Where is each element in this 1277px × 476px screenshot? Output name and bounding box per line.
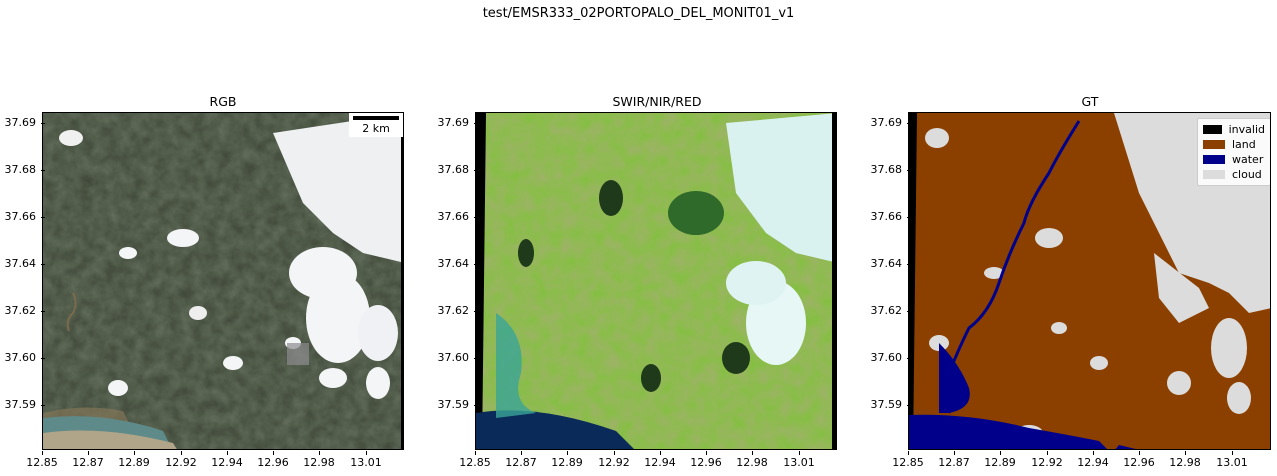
y-tick-label: 37.68 — [425, 163, 478, 176]
swir-satellite-image — [476, 113, 836, 449]
y-tick-label: 37.59 — [425, 398, 478, 411]
y-tick-label: 37.68 — [858, 163, 911, 176]
y-tick-label: 37.66 — [425, 210, 478, 223]
scale-bar-label: 2 km — [362, 122, 390, 135]
x-tick-label: 12.96 — [253, 451, 293, 469]
x-tick-label: 12.96 — [686, 451, 726, 469]
gt-mask-image — [909, 113, 1270, 449]
x-tick-label: 12.89 — [114, 451, 154, 469]
panel-title-swir: SWIR/NIR/RED — [612, 94, 702, 109]
panel-title-rgb: RGB — [209, 94, 237, 109]
x-tick-label: 12.87 — [934, 451, 974, 469]
x-tick-label: 12.92 — [1027, 451, 1067, 469]
legend-swatch-cloud — [1203, 170, 1225, 179]
scale-bar: 2 km — [349, 113, 403, 137]
y-tick-label: 37.69 — [858, 116, 911, 129]
y-tick-label: 37.69 — [425, 116, 478, 129]
y-tick-label: 37.64 — [858, 257, 911, 270]
x-tick-label: 12.94 — [640, 451, 680, 469]
x-tick-label: 12.94 — [207, 451, 247, 469]
y-tick-label: 37.62 — [0, 304, 45, 317]
x-tick-label: 12.94 — [1073, 451, 1113, 469]
x-tick-label: 12.92 — [161, 451, 201, 469]
x-tick-label: 12.89 — [980, 451, 1020, 469]
y-tick-label: 37.60 — [858, 351, 911, 364]
legend-swatch-land — [1203, 140, 1225, 149]
legend-item: cloud — [1203, 167, 1265, 182]
legend-label: invalid — [1228, 123, 1265, 136]
x-tick-label: 12.87 — [68, 451, 108, 469]
y-tick-label: 37.60 — [0, 351, 45, 364]
legend-swatch-invalid — [1203, 125, 1222, 134]
y-tick-label: 37.60 — [425, 351, 478, 364]
x-tick-label: 12.98 — [1165, 451, 1205, 469]
x-tick-label: 13.01 — [346, 451, 386, 469]
x-tick-label: 12.92 — [594, 451, 634, 469]
y-tick-label: 37.68 — [0, 163, 45, 176]
y-tick-label: 37.62 — [858, 304, 911, 317]
y-tick-label: 37.66 — [858, 210, 911, 223]
legend-label: land — [1232, 138, 1256, 151]
x-tick-label: 12.87 — [501, 451, 541, 469]
gt-mask-axes: invalid land water cloud — [908, 112, 1271, 450]
legend-label: cloud — [1232, 168, 1262, 181]
legend-item: water — [1203, 152, 1265, 167]
y-tick-label: 37.59 — [0, 398, 45, 411]
x-tick-label: 13.01 — [779, 451, 819, 469]
x-tick-label: 12.89 — [547, 451, 587, 469]
panel-title-gt: GT — [1081, 94, 1099, 109]
legend-item: land — [1203, 137, 1265, 152]
x-tick-label: 12.98 — [732, 451, 772, 469]
x-tick-label: 12.85 — [455, 451, 495, 469]
x-tick-label: 12.85 — [888, 451, 928, 469]
y-tick-label: 37.59 — [858, 398, 911, 411]
swir-image-axes — [475, 112, 837, 450]
rgb-image-axes: 2 km — [42, 112, 404, 450]
x-tick-label: 13.01 — [1212, 451, 1252, 469]
legend-swatch-water — [1203, 155, 1225, 164]
rgb-satellite-image — [43, 113, 403, 449]
gt-legend: invalid land water cloud — [1197, 118, 1270, 186]
legend-label: water — [1232, 153, 1264, 166]
scale-bar-line — [353, 116, 399, 120]
y-tick-label: 37.64 — [425, 257, 478, 270]
y-tick-label: 37.69 — [0, 116, 45, 129]
x-tick-label: 12.85 — [22, 451, 62, 469]
figure-title: test/EMSR333_02PORTOPALO_DEL_MONIT01_v1 — [482, 6, 795, 21]
x-tick-label: 12.96 — [1119, 451, 1159, 469]
y-tick-label: 37.64 — [0, 257, 45, 270]
y-tick-label: 37.62 — [425, 304, 478, 317]
y-tick-label: 37.66 — [0, 210, 45, 223]
x-tick-label: 12.98 — [299, 451, 339, 469]
legend-item: invalid — [1203, 122, 1265, 137]
